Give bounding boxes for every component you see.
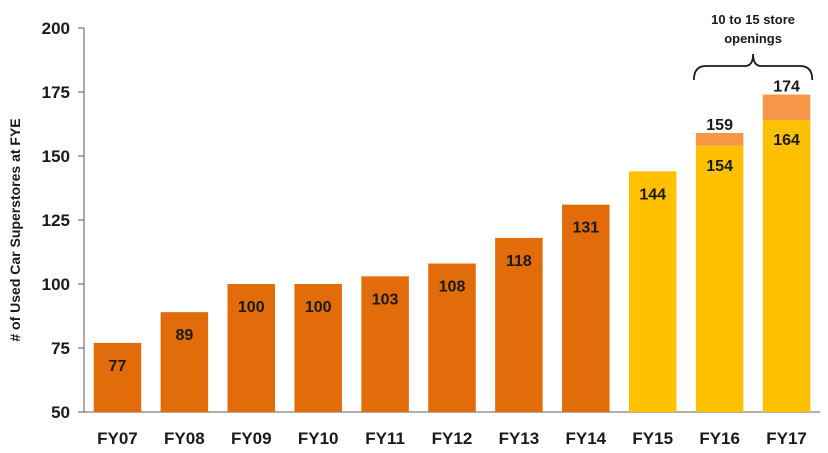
x-tick-label: FY12 <box>432 429 473 448</box>
x-tick-label: FY07 <box>97 429 138 448</box>
bar-fy17 <box>762 120 811 412</box>
x-tick-label: FY14 <box>565 429 606 448</box>
y-axis-title: # of Used Car Superstores at FYE <box>7 118 23 341</box>
y-tick-label: 100 <box>42 275 70 294</box>
bar-fy17-upper <box>762 94 811 121</box>
bar-fy07 <box>93 342 142 412</box>
axis-layer: 50 75 100 125 150 175 200 FY07 FY08 FY09 FY10 FY11 F… <box>42 19 820 448</box>
x-tick-label: FY09 <box>231 429 272 448</box>
bar-data-label: 100 <box>305 299 332 316</box>
x-tick-label: FY13 <box>499 429 540 448</box>
y-tick-label: 125 <box>42 211 70 230</box>
bar-data-label: 144 <box>639 186 666 203</box>
bar-data-label: 108 <box>439 279 466 296</box>
annotation-layer: 10 to 15 store openings <box>692 12 814 81</box>
bar-fy08 <box>160 312 209 412</box>
bar-data-label: 154 <box>706 158 733 175</box>
bar-data-label: 100 <box>238 299 265 316</box>
y-tick-label: 175 <box>42 83 70 102</box>
bar-fy11 <box>361 276 409 412</box>
bar-upper-data-label: 159 <box>706 117 733 134</box>
bar-fy15 <box>628 171 677 412</box>
x-tick-label: FY15 <box>632 429 673 448</box>
y-tick-label: 150 <box>42 147 70 166</box>
bar-upper-data-label: 174 <box>773 79 800 96</box>
bar-fy10 <box>294 284 342 412</box>
bar-data-label: 77 <box>109 358 127 375</box>
bar-data-label: 131 <box>572 220 599 237</box>
bar-data-label: 118 <box>506 253 532 270</box>
x-tick-label: FY08 <box>164 429 205 448</box>
x-tick-label: FY16 <box>699 429 740 448</box>
x-tick-label: FY10 <box>298 429 339 448</box>
bar-fy09 <box>227 284 276 412</box>
x-tick-label: FY11 <box>365 429 405 448</box>
label-layer: 77 89 100 100 103 108 118 131 144 159 154 174 164 <box>109 79 800 375</box>
bar-fy12 <box>428 263 476 412</box>
annotation-text-line-1: 10 to 15 store <box>711 12 795 27</box>
annotation-text-line-2: openings <box>724 31 782 46</box>
bar-fy14 <box>562 204 610 412</box>
y-tick-label: 200 <box>42 19 70 38</box>
bar-data-label: 103 <box>372 291 399 308</box>
bar-fy16-upper <box>695 132 744 146</box>
bar-fy16 <box>695 145 744 412</box>
bar-data-label: 89 <box>175 327 193 344</box>
y-tick-label: 75 <box>51 339 70 358</box>
y-tick-label: 50 <box>51 403 70 422</box>
bar-data-label: 164 <box>773 132 800 149</box>
annotation-brace <box>692 53 814 81</box>
x-tick-label: FY17 <box>766 429 807 448</box>
bar-fy13 <box>495 237 543 412</box>
bar-layer <box>93 94 811 412</box>
